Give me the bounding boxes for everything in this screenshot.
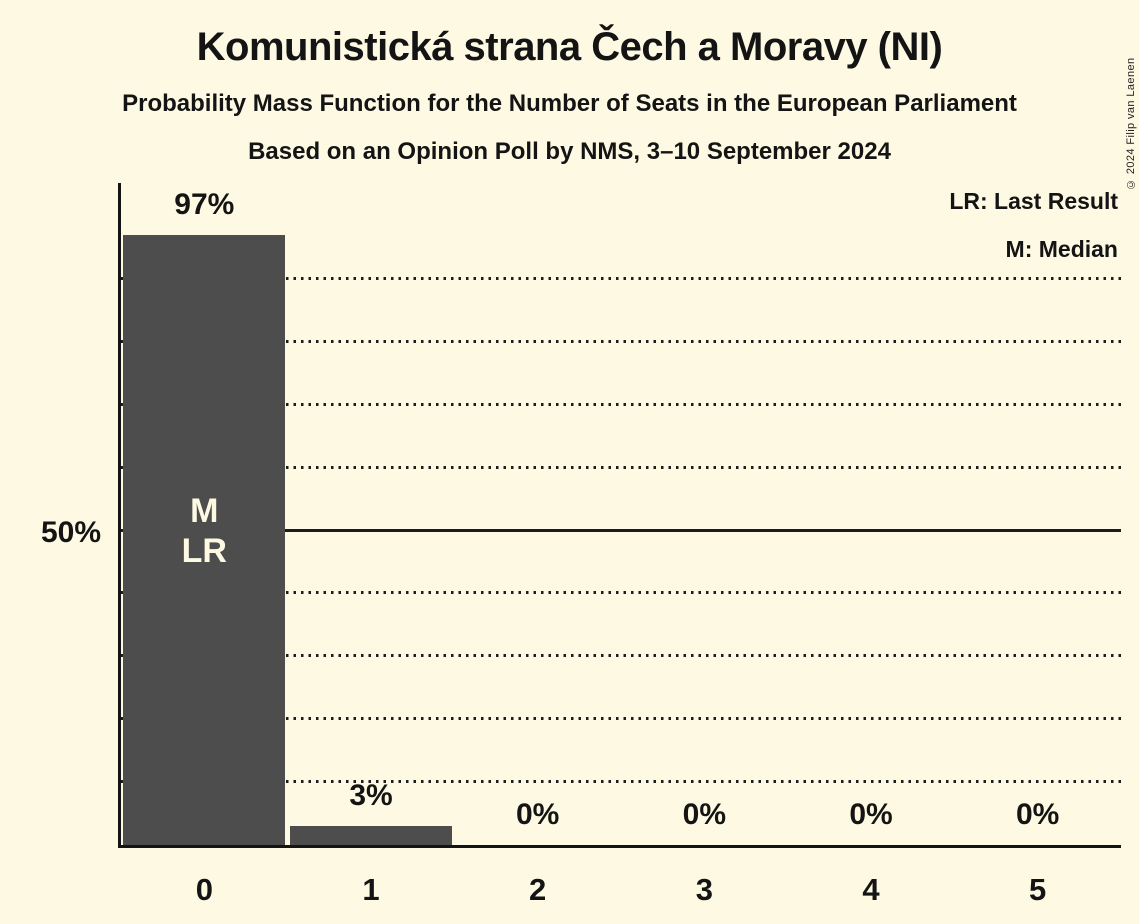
gridline-80-percent bbox=[121, 339, 1121, 343]
gridline-20-percent bbox=[121, 717, 1121, 721]
plot-area: 97% 3% 0% 0% 0% 0% M LR bbox=[118, 183, 1121, 848]
copyright-notice: © 2024 Filip van Laenen bbox=[1125, 57, 1137, 190]
x-axis-labels: 0 1 2 3 4 5 bbox=[121, 872, 1121, 912]
x-tick-label-4: 4 bbox=[862, 872, 880, 907]
gridline-50-percent-solid bbox=[121, 529, 1121, 532]
gridline-30-percent bbox=[121, 654, 1121, 658]
bar-value-label-seat-3: 0% bbox=[682, 798, 726, 831]
bar-value-label-seat-0: 97% bbox=[174, 187, 235, 221]
bar-seat-0 bbox=[123, 234, 286, 845]
bar-value-label-seat-5: 0% bbox=[1015, 798, 1060, 831]
gridline-10-percent bbox=[121, 780, 1121, 784]
x-tick-label-5: 5 bbox=[1029, 872, 1047, 907]
bar-value-label-seat-1: 3% bbox=[349, 779, 393, 813]
gridline-90-percent bbox=[121, 276, 1121, 280]
x-tick-label-3: 3 bbox=[695, 872, 713, 907]
annotation-line-lr: LR bbox=[181, 531, 227, 570]
bar-value-label-seat-4: 0% bbox=[849, 798, 893, 831]
gridline-60-percent bbox=[121, 465, 1121, 469]
x-tick-label-2: 2 bbox=[529, 872, 547, 907]
bar-seat-1 bbox=[289, 826, 453, 845]
legend-last-result-label: LR: Last Result bbox=[949, 188, 1118, 214]
bar-annotation-median-last-result: M LR bbox=[121, 491, 288, 571]
gridline-40-percent bbox=[121, 591, 1121, 595]
bar-value-label-seat-2: 0% bbox=[515, 798, 560, 831]
y-axis-50-percent-label: 50% bbox=[40, 516, 101, 549]
annotation-line-m: M bbox=[190, 491, 219, 530]
x-tick-label-0: 0 bbox=[195, 872, 213, 907]
chart-subtitle: Probability Mass Function for the Number… bbox=[122, 90, 1017, 117]
legend-median-label: M: Median bbox=[1005, 236, 1118, 262]
gridline-70-percent bbox=[121, 402, 1121, 406]
chart-title: Komunistická strana Čech a Moravy (NI) bbox=[196, 25, 943, 69]
poll-info-subtitle: Based on an Opinion Poll by NMS, 3–10 Se… bbox=[248, 138, 891, 165]
x-tick-label-1: 1 bbox=[362, 872, 380, 907]
